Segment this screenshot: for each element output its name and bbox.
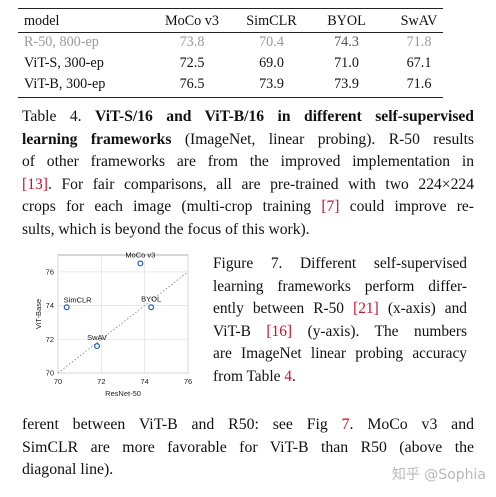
diagonal-line <box>57 271 189 374</box>
cell-value: 71.8 <box>406 34 432 50</box>
cell-value: 69.0 <box>259 55 284 71</box>
data-point <box>93 343 100 350</box>
figure-ref-link[interactable]: 7 <box>341 416 350 433</box>
figcap-line: from Table 4. <box>213 367 296 385</box>
citation-link[interactable]: [13] <box>22 175 48 193</box>
header-swav: SwAV <box>400 13 438 29</box>
citation-link[interactable]: [16] <box>266 322 293 340</box>
figure-caption: Figure 7. Different self-supervised lear… <box>213 253 467 388</box>
cell-value: 76.5 <box>179 76 205 92</box>
header-byol: BYOL <box>327 13 366 29</box>
cell-value: 70.4 <box>259 34 284 50</box>
cell-value: 74.3 <box>334 34 359 50</box>
x-tick-label: 74 <box>140 377 148 386</box>
point-label: MoCo v3 <box>125 250 155 259</box>
x-tick-label: 72 <box>97 377 105 386</box>
data-point <box>63 304 70 311</box>
table-top-rule <box>18 8 443 10</box>
caption-line: crops for each image (multi-crop trainin… <box>22 198 474 215</box>
table-mid-rule <box>18 32 443 33</box>
cell-value: 72.5 <box>179 55 205 71</box>
body-line: ferent between ViT-B and R50: see Fig 7.… <box>22 416 474 433</box>
header-mocov3: MoCo v3 <box>165 13 219 29</box>
cell-value: 67.1 <box>406 55 432 71</box>
watermark: 知乎 @Sophia <box>391 467 486 483</box>
header-simclr: SimCLR <box>246 13 297 29</box>
caption-line: Table 4. ViT-S/16 and ViT-B/16 in differ… <box>22 108 474 125</box>
row-model: ViT-S, 300-ep <box>24 55 104 71</box>
point-label: BYOL <box>141 294 161 303</box>
y-tick-label: 70 <box>46 369 54 378</box>
point-label: SwAV <box>87 333 107 342</box>
x-tick-label: 70 <box>54 377 62 386</box>
x-tick-label: 76 <box>184 377 192 386</box>
y-tick-label: 72 <box>46 335 54 344</box>
y-tick-label: 74 <box>46 301 54 310</box>
row-model: R-50, 800-ep <box>24 34 99 50</box>
caption-line: [13]. For fair comparisons, all are pre-… <box>22 175 474 193</box>
y-tick-label: 76 <box>46 267 54 276</box>
figcap-line: ViT-B [16] (y-axis). The numbers <box>213 322 468 340</box>
caption-line: of other frameworks are from the improve… <box>22 153 474 170</box>
cell-value: 71.6 <box>406 76 432 92</box>
caption-line: learning frameworks (ImageNet, linear pr… <box>22 130 475 148</box>
x-axis-label: ResNet-50 <box>105 389 141 398</box>
citation-link[interactable]: [7] <box>321 198 340 215</box>
body-line: SimCLR are more favorable for ViT-B than… <box>22 438 474 456</box>
cell-value: 73.9 <box>334 76 359 92</box>
figcap-line: Figure 7. Different self-supervised <box>213 255 467 272</box>
cell-value: 71.0 <box>334 55 359 71</box>
cell-value: 73.9 <box>259 76 284 92</box>
table-row: ViT-S, 300-ep 72.5 69.0 71.0 67.1 <box>18 53 455 74</box>
cell-value: 73.8 <box>179 34 205 50</box>
table-row: R-50, 800-ep 73.8 70.4 74.3 71.8 <box>18 32 455 53</box>
citation-link[interactable]: [21] <box>353 300 379 317</box>
body-line: diagonal line). <box>22 461 114 478</box>
y-axis-label: ViT-Base <box>34 299 43 329</box>
table-ref-link[interactable]: 4 <box>284 367 292 385</box>
figcap-line: are ImageNet linear probing accuracy <box>213 345 467 362</box>
scatter-chart: 70 72 74 76 70 72 74 76 ResNet-50 ViT-Base MoCo v3… <box>34 250 192 398</box>
table-caption: Table 4. ViT-S/16 and ViT-B/16 in differ… <box>22 106 474 241</box>
figcap-line: ently between R-50 [21] (x-axis) and <box>213 300 468 317</box>
table-row: ViT-B, 300-ep 76.5 73.9 73.9 71.6 <box>18 74 455 95</box>
row-model: ViT-B, 300-ep <box>24 76 106 92</box>
plot-frame <box>57 254 189 374</box>
figcap-line: learning frameworks perform differ- <box>213 277 467 295</box>
point-label: SimCLR <box>64 295 93 304</box>
body-paragraph: ferent between ViT-B and R50: see Fig 7.… <box>22 414 474 482</box>
data-point <box>137 260 144 267</box>
header-model: model <box>24 13 60 29</box>
caption-line: sults, which is beyond the focus of this… <box>22 220 310 238</box>
data-point <box>148 304 155 311</box>
table-header-row: model MoCo v3 SimCLR BYOL SwAV <box>18 11 455 32</box>
results-table: model MoCo v3 SimCLR BYOL SwAV R-50, 800… <box>18 11 455 95</box>
table-bottom-rule <box>18 97 443 99</box>
